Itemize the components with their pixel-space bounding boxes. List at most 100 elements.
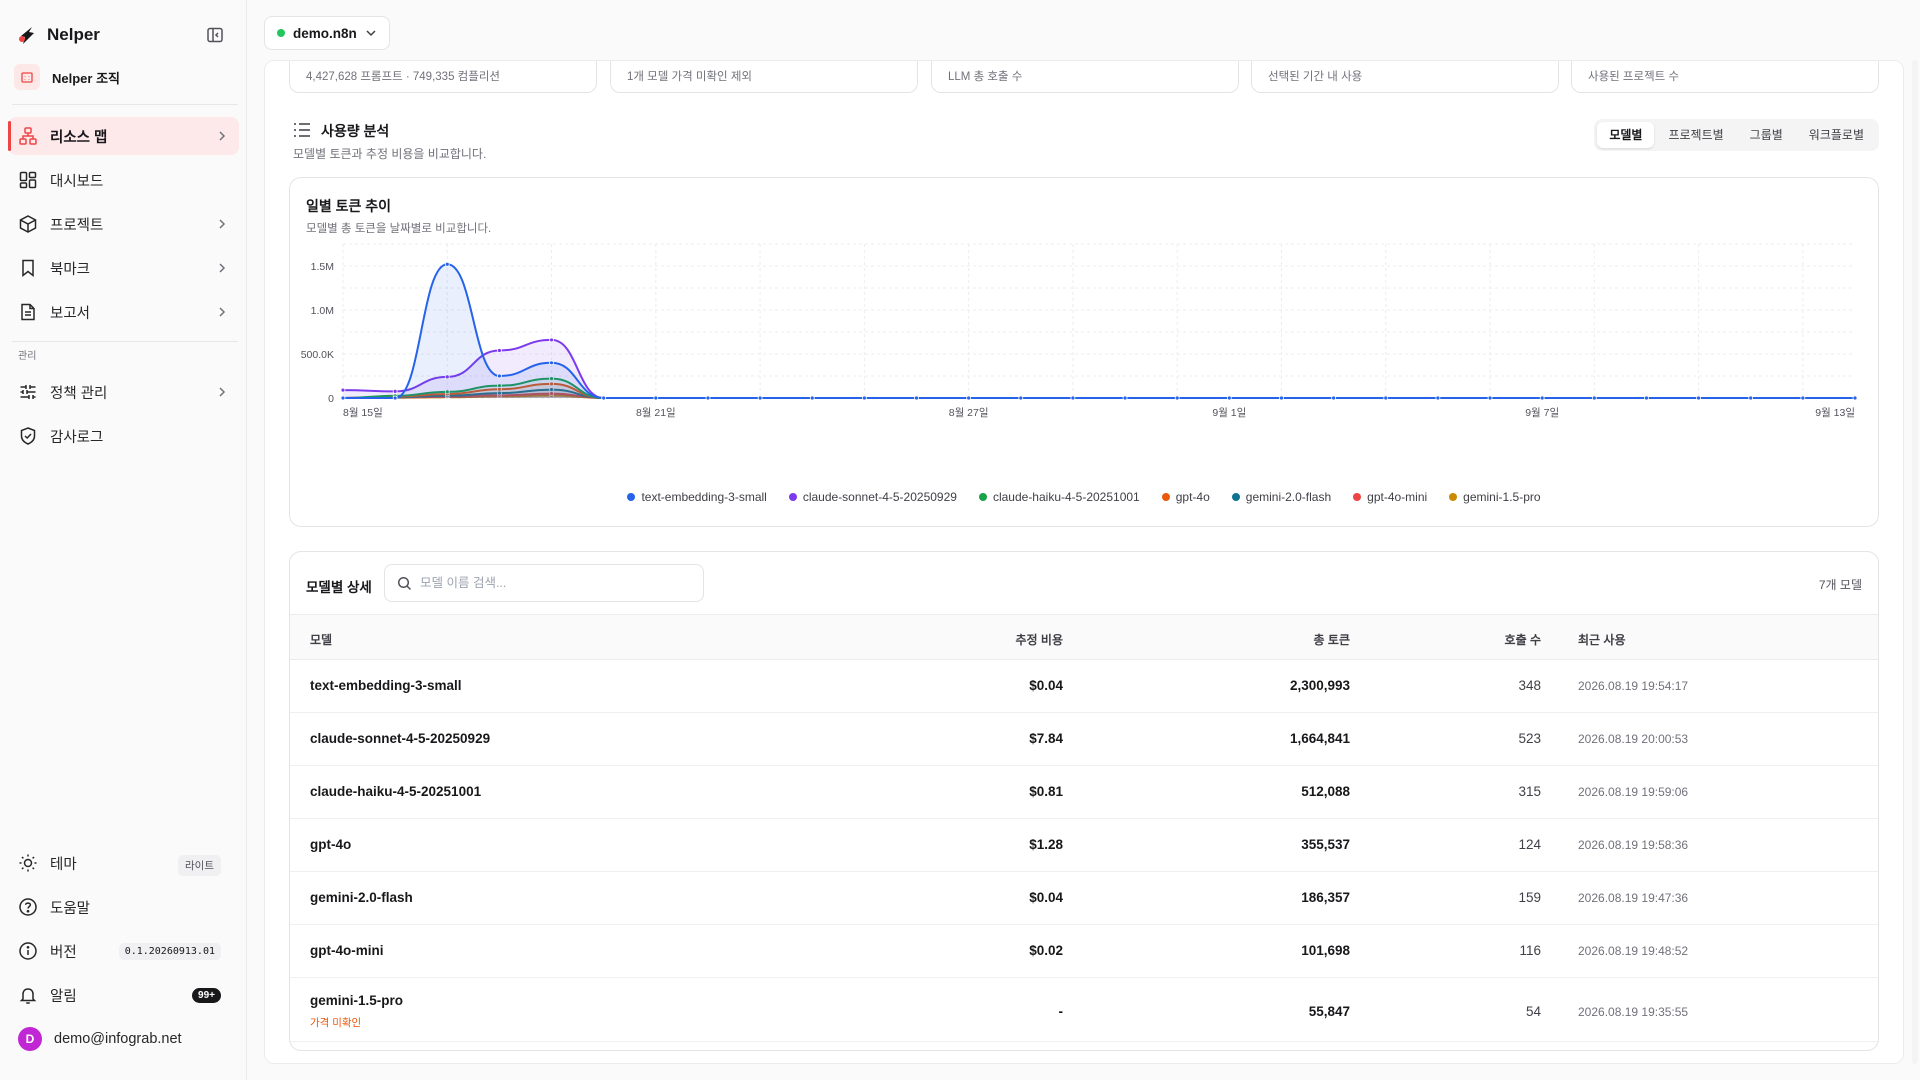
version-info[interactable]: 버전 0.1.20260913.01 <box>8 932 239 970</box>
data-point <box>340 395 346 401</box>
status-dot <box>277 29 285 37</box>
sidebar-item-reports[interactable]: 보고서 <box>8 293 239 331</box>
chart-subtitle: 모델별 총 토큰을 날짜별로 비교합니다. <box>306 223 492 235</box>
tab-by-group[interactable]: 그룹별 <box>1749 128 1783 142</box>
sidebar-item-resource-map[interactable]: 리소스 맵 <box>8 117 239 155</box>
x-tick-label: 9월 7일 <box>1525 406 1559 419</box>
total-tokens: 1,664,841 <box>1289 731 1350 746</box>
column-header-model[interactable]: 모델 <box>310 633 333 647</box>
table-row[interactable]: gemini-1.5-pro - 55,847 54 2026.08.19 19:35:… <box>290 978 1878 1042</box>
data-point <box>1279 395 1284 401</box>
legend-label: gpt-4o-mini <box>1367 490 1428 504</box>
usage-section-subtitle: 모델별 토큰과 추정 비용을 비교합니다. <box>293 147 487 161</box>
call-count: 116 <box>1519 943 1541 958</box>
daily-token-chart-card: 일별 토큰 추이 모델별 총 토큰을 날짜별로 비교합니다. 0 500.0K 1.… <box>289 177 1879 527</box>
sliders-icon <box>20 385 36 399</box>
table-row[interactable]: gpt-4o-mini $0.02 101,698 116 2026.08.19 19:… <box>290 925 1878 978</box>
y-tick-label: 500.0K <box>301 349 334 361</box>
group-by-tabs: 모델별 프로젝트별 그룹별 워크플로별 <box>1594 119 1879 151</box>
table-row[interactable]: text-embedding-3-small $0.04 2,300,993 348 2… <box>290 660 1878 713</box>
x-tick-label: 9월 1일 <box>1212 406 1246 419</box>
table-row[interactable]: gemini-2.0-flash $0.04 186,357 159 2026.08.1… <box>290 872 1878 925</box>
logo-icon <box>19 27 34 44</box>
sidebar-item-dashboard[interactable]: 대시보드 <box>8 161 239 199</box>
legend-item[interactable]: gpt-4o <box>1161 490 1210 504</box>
user-menu[interactable]: D demo@infograb.net <box>8 1020 239 1058</box>
daily-token-chart: 0 500.0K 1.0M 1.5M 8월 15일 8월 21일 8월 27일 9월 1일 9월… <box>301 243 1858 419</box>
sidebar-item-projects[interactable]: 프로젝트 <box>8 205 239 243</box>
legend-label: claude-haiku-4-5-20251001 <box>992 490 1140 504</box>
data-point <box>1122 395 1128 401</box>
data-point <box>444 261 450 267</box>
tab-by-model[interactable]: 모델별 <box>1597 122 1655 148</box>
column-header-cost[interactable]: 추정 비용 <box>1015 633 1064 647</box>
table-header: 모델 추정 비용 총 토큰 호출 수 최근 사용 <box>290 614 1878 660</box>
version-badge: 0.1.20260913.01 <box>118 943 221 960</box>
last-used: 2026.08.19 19:47:36 <box>1578 891 1689 905</box>
model-name: gemini-1.5-pro <box>310 993 404 1008</box>
legend-item[interactable]: claude-sonnet-4-5-20250929 <box>788 490 957 504</box>
model-name: claude-sonnet-4-5-20250929 <box>310 731 491 746</box>
legend-label: gemini-2.0-flash <box>1245 490 1332 504</box>
legend-item[interactable]: gpt-4o-mini <box>1353 490 1427 504</box>
legend-item[interactable]: claude-haiku-4-5-20251001 <box>978 490 1140 504</box>
search-input[interactable] <box>420 576 690 590</box>
column-header-last-used[interactable]: 최근 사용 <box>1578 633 1626 647</box>
series-area <box>343 264 1855 398</box>
table-row[interactable]: claude-haiku-4-5-20251001 $0.81 512,088 315… <box>290 766 1878 819</box>
panel-left-icon <box>207 27 223 43</box>
total-tokens: 101,698 <box>1301 943 1350 958</box>
total-tokens: 512,088 <box>1301 784 1350 799</box>
legend-item[interactable]: text-embedding-3-small <box>627 490 767 504</box>
stat-card: 4,427,628 프롬프트 · 749,335 컴플리션 <box>289 61 597 93</box>
brand[interactable]: Nelper <box>16 24 100 46</box>
sidebar-item-audit-log[interactable]: 감사로그 <box>8 417 239 455</box>
table-row[interactable]: gpt-4o $1.28 355,537 124 2026.08.19 19:58:36 <box>290 819 1878 872</box>
data-point <box>1539 395 1545 401</box>
notification-count-badge: 99+ <box>192 988 221 1003</box>
sun-icon <box>19 854 37 872</box>
help-label: 도움말 <box>50 900 91 917</box>
x-tick-label: 8월 21일 <box>636 406 676 419</box>
estimated-cost: $7.84 <box>1029 731 1063 746</box>
call-count: 159 <box>1518 890 1541 905</box>
stat-card: 사용된 프로젝트 수 <box>1571 61 1879 93</box>
model-name: claude-haiku-4-5-20251001 <box>310 784 482 799</box>
notifications[interactable]: 알림 99+ <box>8 976 239 1014</box>
environment-select[interactable]: demo.n8n <box>264 16 390 50</box>
sidebar-item-bookmarks[interactable]: 북마크 <box>8 249 239 287</box>
legend-swatch <box>978 493 987 501</box>
sidebar-item-policy[interactable]: 정책 관리 <box>8 373 239 411</box>
sidebar-item-label: 감사로그 <box>50 429 104 446</box>
data-point <box>549 337 554 343</box>
collapse-sidebar-button[interactable] <box>206 26 226 46</box>
stat-card-caption: 선택된 기간 내 사용 <box>1268 71 1363 83</box>
legend-item[interactable]: gemini-1.5-pro <box>1449 490 1541 504</box>
chevron-right-icon <box>219 263 226 273</box>
legend-swatch <box>1231 493 1240 501</box>
tab-by-project[interactable]: 프로젝트별 <box>1668 128 1724 142</box>
model-name: gemini-2.0-flash <box>310 890 413 905</box>
help-link[interactable]: 도움말 <box>8 888 239 926</box>
data-point <box>392 395 398 401</box>
data-point <box>497 373 502 379</box>
call-count: 315 <box>1518 784 1541 799</box>
data-point <box>444 374 450 380</box>
y-tick-label: 1.5M <box>311 261 334 273</box>
table-row[interactable]: claude-sonnet-4-5-20250929 $7.84 1,664,841… <box>290 713 1878 766</box>
scrollbar[interactable] <box>1912 60 1918 1064</box>
theme-toggle[interactable]: 테마 라이트 <box>8 844 239 882</box>
model-search[interactable] <box>384 564 704 602</box>
info-icon <box>19 942 37 960</box>
legend-item[interactable]: gemini-2.0-flash <box>1231 490 1332 504</box>
column-header-tokens[interactable]: 총 토큰 <box>1313 633 1350 647</box>
last-used: 2026.08.19 20:00:53 <box>1578 732 1689 746</box>
org-switcher[interactable]: Nelper 조직 <box>14 64 120 90</box>
org-name: Nelper 조직 <box>52 70 120 86</box>
x-tick-label: 9월 13일 <box>1815 406 1855 419</box>
tab-by-workflow[interactable]: 워크플로별 <box>1808 128 1864 142</box>
series-area <box>343 378 1855 398</box>
search-icon <box>397 576 412 590</box>
last-used: 2026.08.19 19:48:52 <box>1578 944 1689 958</box>
column-header-calls[interactable]: 호출 수 <box>1504 633 1541 647</box>
